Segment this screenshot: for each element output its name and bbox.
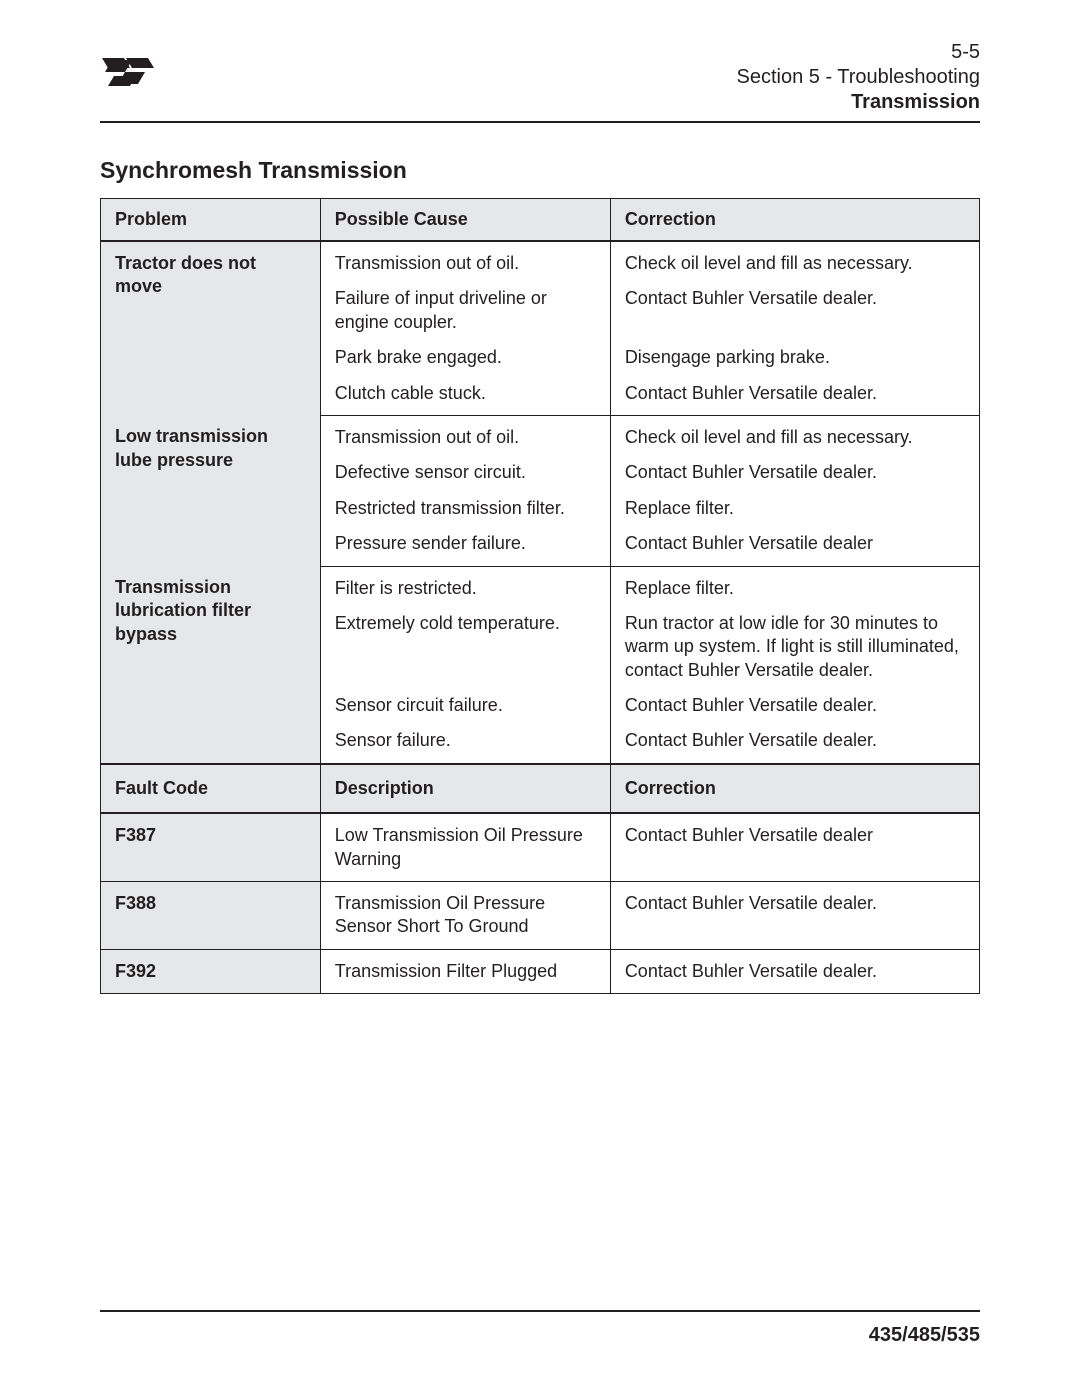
problem-cell: Transmission lubrication filter bypass (101, 566, 321, 764)
cause-cell: Pressure sender failure. (320, 526, 610, 566)
table-header-row: Problem Possible Cause Correction (101, 199, 980, 242)
cause-cell: Sensor failure. (320, 723, 610, 763)
fix-cell: Contact Buhler Versatile dealer. (610, 455, 979, 490)
fault-code-cell: F388 (101, 882, 321, 950)
col-problem: Problem (101, 199, 321, 242)
manual-page: 5-5 Section 5 - Troubleshooting Transmis… (0, 0, 1080, 1397)
cause-cell: Filter is restricted. (320, 566, 610, 606)
col-fix: Correction (610, 199, 979, 242)
problem-cell: Tractor does not move (101, 241, 321, 415)
fault-row: F388Transmission Oil Pressure Sensor Sho… (101, 882, 980, 950)
col-cause: Possible Cause (320, 199, 610, 242)
fault-desc-cell: Transmission Oil Pressure Sensor Short T… (320, 882, 610, 950)
cause-cell: Clutch cable stuck. (320, 376, 610, 416)
cause-cell: Transmission out of oil. (320, 415, 610, 455)
fix-cell: Contact Buhler Versatile dealer (610, 526, 979, 566)
fault-fix-cell: Contact Buhler Versatile dealer (610, 813, 979, 881)
fault-fix-cell: Contact Buhler Versatile dealer. (610, 882, 979, 950)
fault-header-row: Fault CodeDescriptionCorrection (101, 764, 980, 813)
fix-cell: Contact Buhler Versatile dealer. (610, 376, 979, 416)
cause-cell: Defective sensor circuit. (320, 455, 610, 490)
fix-cell: Check oil level and fill as necessary. (610, 415, 979, 455)
cause-cell: Extremely cold temperature. (320, 606, 610, 688)
cause-cell: Restricted transmission filter. (320, 491, 610, 526)
section-title: Synchromesh Transmission (100, 157, 980, 184)
fault-fix-cell: Contact Buhler Versatile dealer. (610, 949, 979, 993)
fault-desc-cell: Low Transmission Oil Pressure Warning (320, 813, 610, 881)
fault-row: F392Transmission Filter PluggedContact B… (101, 949, 980, 993)
fault-code-cell: F392 (101, 949, 321, 993)
fault-col-1: Description (320, 764, 610, 813)
section-line: Section 5 - Troubleshooting (737, 65, 981, 90)
table-row: Tractor does not moveTransmission out of… (101, 241, 980, 281)
page-header: 5-5 Section 5 - Troubleshooting Transmis… (100, 40, 980, 123)
fix-cell: Replace filter. (610, 491, 979, 526)
fault-col-0: Fault Code (101, 764, 321, 813)
fix-cell: Contact Buhler Versatile dealer. (610, 688, 979, 723)
cause-cell: Transmission out of oil. (320, 241, 610, 281)
table-row: Transmission lubrication filter bypassFi… (101, 566, 980, 606)
fix-cell: Contact Buhler Versatile dealer. (610, 281, 979, 340)
fix-cell: Contact Buhler Versatile dealer. (610, 723, 979, 763)
fix-cell: Run tractor at low idle for 30 minutes t… (610, 606, 979, 688)
versatile-logo-icon (100, 54, 154, 90)
table-body: Tractor does not moveTransmission out of… (101, 241, 980, 994)
fault-code-cell: F387 (101, 813, 321, 881)
topic-line: Transmission (737, 90, 981, 115)
fault-row: F387Low Transmission Oil Pressure Warnin… (101, 813, 980, 881)
fix-cell: Disengage parking brake. (610, 340, 979, 375)
model-numbers: 435/485/535 (869, 1324, 980, 1346)
cause-cell: Failure of input driveline or engine cou… (320, 281, 610, 340)
table-row: Low transmission lube pressureTransmissi… (101, 415, 980, 455)
page-footer: 435/485/535 (100, 1310, 980, 1347)
cause-cell: Sensor circuit failure. (320, 688, 610, 723)
fault-col-2: Correction (610, 764, 979, 813)
header-text: 5-5 Section 5 - Troubleshooting Transmis… (737, 40, 981, 115)
problem-cell: Low transmission lube pressure (101, 415, 321, 566)
fix-cell: Replace filter. (610, 566, 979, 606)
fix-cell: Check oil level and fill as necessary. (610, 241, 979, 281)
troubleshooting-table: Problem Possible Cause Correction Tracto… (100, 198, 980, 994)
fault-desc-cell: Transmission Filter Plugged (320, 949, 610, 993)
cause-cell: Park brake engaged. (320, 340, 610, 375)
page-number: 5-5 (737, 40, 981, 65)
